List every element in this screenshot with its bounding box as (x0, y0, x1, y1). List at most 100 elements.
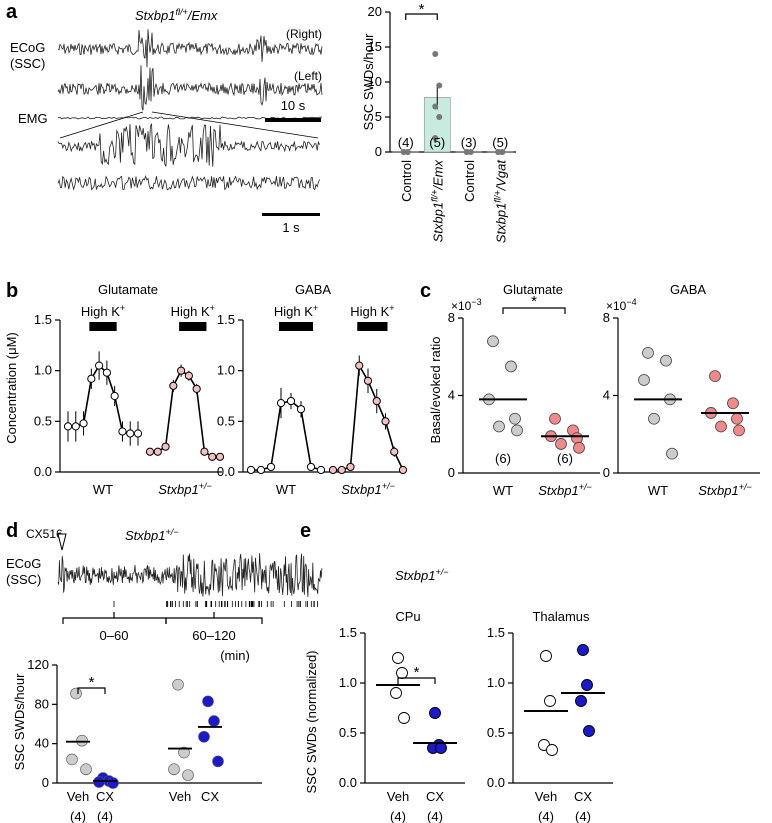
c-point (733, 424, 745, 437)
d-unit: (min) (220, 648, 250, 663)
c-n-label: (6) (495, 451, 511, 466)
a-category-label: Stxbp1fl/+/Vgat (492, 159, 508, 243)
d-point (168, 763, 180, 776)
b-point (381, 417, 390, 426)
d-point (208, 715, 220, 727)
d-n-label: (4) (70, 809, 86, 823)
e-ytick-label: 1.5 (487, 625, 505, 640)
d-window-brace-1 (62, 612, 167, 624)
a-sig-star: * (419, 1, 425, 18)
e-point (575, 695, 587, 707)
zoom-line-left (59, 111, 144, 139)
scalebar-10s (265, 118, 321, 122)
e-ytick-label: 0.0 (339, 775, 357, 790)
c-ytick-label: 0 (603, 465, 610, 480)
e-category-label: Veh (535, 789, 557, 804)
d-point (66, 753, 78, 766)
d-point (182, 769, 194, 781)
b-ytick-label: 1.0 (217, 363, 235, 378)
b-group-label: Stxbp1+/− (158, 481, 212, 497)
panel-b-glutamate: 0.0 0.5 1.0 1.5 High K+ WT High K+ Stxbp1+/− (34, 303, 225, 497)
d-ecog-trace (57, 553, 323, 597)
zoom-trace-2 (57, 175, 320, 191)
panel-label-d: d (6, 520, 18, 542)
b-ytick-label: 1.0 (34, 363, 52, 378)
c-point (642, 346, 654, 359)
d-swd-raster (113, 601, 318, 607)
d-window-2: 60–120 (192, 628, 235, 643)
b-point (346, 462, 355, 472)
b-point (95, 361, 104, 370)
e-category-label: CX (574, 789, 592, 804)
b-ytick-label: 1.5 (217, 312, 235, 327)
d-sig-bracket (77, 687, 106, 694)
c-ytick-label: 4 (448, 388, 455, 403)
a-point (404, 149, 411, 155)
c-point (573, 441, 585, 454)
b-line (68, 364, 138, 435)
a-point (495, 149, 502, 155)
c-point (505, 360, 517, 373)
c-point (509, 412, 521, 425)
b-stim-label: High K+ (81, 303, 125, 319)
e-ytick-label: 0.5 (339, 725, 357, 740)
b-stim-bar (89, 322, 117, 331)
b-point (208, 452, 217, 461)
e-category-label: CX (426, 789, 444, 804)
d-category-label: Veh (169, 789, 191, 804)
e-point (540, 650, 552, 662)
b-point (355, 361, 364, 370)
e-point (546, 744, 558, 756)
b-ytick-label: 1.5 (34, 312, 52, 327)
b-ytick-label: 0.5 (34, 413, 52, 428)
a-ytick-label: 15 (368, 39, 382, 54)
c-sig-bracket (502, 307, 566, 314)
c-ytick-label: 8 (603, 310, 610, 325)
c-point (660, 354, 672, 367)
b-ylabel: Concentration (μM) (4, 332, 19, 444)
zoom-line-right (151, 111, 319, 139)
b-point (316, 465, 326, 475)
b-point (286, 396, 296, 406)
ecog-left-trace (57, 65, 323, 111)
a-point (432, 103, 439, 110)
a-point (432, 51, 439, 57)
d-ecog-line2: (SSC) (6, 572, 41, 587)
c-point (493, 420, 505, 433)
trace-left-label: (Left) (294, 69, 322, 83)
e-ylabel: SSC SWDs (normalized) (304, 650, 319, 793)
e-point (390, 687, 402, 699)
b-stim-bar (357, 322, 388, 331)
b-point (296, 405, 306, 414)
d-category-label: CX (201, 789, 219, 804)
e-n-label: (4) (575, 809, 591, 823)
e-point (583, 725, 595, 737)
b-point (118, 427, 127, 436)
b-point (363, 376, 373, 385)
e-n-label: (4) (390, 809, 406, 823)
e-genotype: Stxbp1+/− (395, 567, 449, 583)
e-n-label: (4) (427, 809, 443, 823)
c-category-label: WT (648, 483, 668, 498)
c-exponent: ×10−3 (451, 297, 482, 313)
c-point (549, 412, 561, 425)
c-point (715, 420, 727, 433)
d-window-1: 0–60 (100, 628, 129, 643)
b-point (306, 462, 316, 472)
b-point (276, 398, 286, 408)
a-ytick-label: 20 (368, 4, 382, 19)
d-drug-label: CX516 (26, 527, 63, 541)
b-point (169, 381, 178, 390)
a-point (436, 114, 443, 120)
panel-e-thalamus: 0.0 0.5 1.0 1.5 Veh (4) CX (4) (487, 625, 613, 823)
d-category-label: Veh (67, 789, 89, 804)
panel-c-gaba: 0 4 8×10−4 WT Stxbp1+/− (603, 297, 760, 498)
d-sig-star: * (89, 674, 95, 691)
a-category-label: Control (462, 160, 477, 202)
e-ytick-label: 1.5 (339, 625, 357, 640)
c-point (487, 335, 499, 348)
e-sig-star: * (414, 664, 420, 681)
a-n-label: (5) (492, 135, 508, 150)
c-point (709, 370, 721, 383)
